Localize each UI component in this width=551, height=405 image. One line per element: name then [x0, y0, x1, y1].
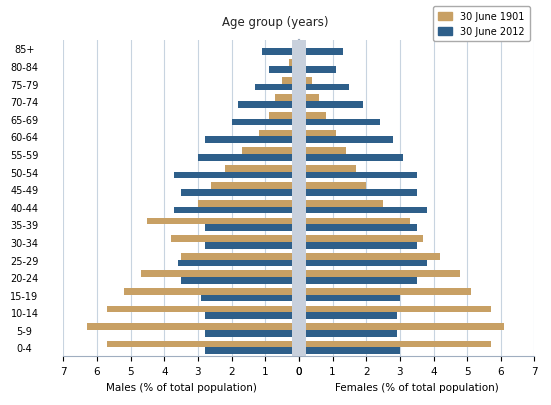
Bar: [87, 324, 299, 330]
Bar: [299, 84, 349, 91]
Bar: [107, 341, 299, 347]
Text: Age group (years): Age group (years): [222, 16, 329, 29]
Bar: [141, 271, 299, 277]
Bar: [299, 172, 417, 179]
Bar: [299, 295, 400, 302]
Bar: [181, 277, 299, 284]
Bar: [205, 242, 299, 249]
Bar: [212, 183, 299, 190]
X-axis label: Females (% of total population): Females (% of total population): [335, 382, 499, 392]
Bar: [299, 43, 302, 49]
Bar: [258, 130, 299, 137]
Bar: [299, 218, 410, 225]
Bar: [282, 78, 299, 84]
Bar: [299, 313, 397, 319]
Bar: [107, 306, 299, 313]
Bar: [299, 225, 417, 231]
Bar: [175, 172, 299, 179]
Bar: [299, 306, 491, 313]
Bar: [205, 225, 299, 231]
Bar: [181, 190, 299, 196]
Bar: [231, 119, 299, 126]
Bar: [205, 347, 299, 354]
Bar: [198, 155, 299, 161]
Bar: [205, 330, 299, 337]
Bar: [299, 271, 461, 277]
Bar: [299, 155, 403, 161]
Bar: [299, 102, 363, 109]
Bar: [205, 137, 299, 144]
Bar: [299, 253, 440, 260]
Bar: [299, 49, 343, 56]
Bar: [299, 166, 356, 172]
Bar: [299, 236, 423, 242]
Bar: [299, 324, 504, 330]
Bar: [175, 207, 299, 214]
Bar: [205, 313, 299, 319]
Bar: [269, 67, 299, 73]
Bar: [299, 130, 336, 137]
Bar: [299, 207, 427, 214]
Bar: [276, 95, 299, 102]
Bar: [148, 218, 299, 225]
Bar: [239, 102, 299, 109]
Bar: [299, 119, 380, 126]
Bar: [299, 260, 427, 266]
Bar: [171, 236, 299, 242]
Bar: [299, 78, 312, 84]
Bar: [269, 113, 299, 119]
Bar: [299, 341, 491, 347]
Bar: [262, 49, 299, 56]
Bar: [299, 190, 417, 196]
Bar: [299, 137, 393, 144]
Bar: [178, 260, 299, 266]
Bar: [299, 148, 346, 155]
Bar: [201, 295, 299, 302]
Bar: [299, 277, 417, 284]
Bar: [198, 200, 299, 207]
Bar: [299, 242, 417, 249]
Bar: [299, 95, 319, 102]
Bar: [299, 67, 336, 73]
Bar: [255, 84, 299, 91]
X-axis label: Males (% of total population): Males (% of total population): [106, 382, 257, 392]
Bar: [225, 166, 299, 172]
Bar: [299, 60, 306, 67]
Bar: [299, 288, 471, 295]
Legend: 30 June 1901, 30 June 2012: 30 June 1901, 30 June 2012: [433, 7, 530, 42]
Bar: [299, 200, 383, 207]
Bar: [181, 253, 299, 260]
Bar: [124, 288, 299, 295]
Bar: [299, 347, 400, 354]
Bar: [299, 113, 326, 119]
Bar: [299, 330, 397, 337]
Bar: [242, 148, 299, 155]
Bar: [292, 43, 299, 49]
Bar: [299, 183, 366, 190]
Bar: [289, 60, 299, 67]
